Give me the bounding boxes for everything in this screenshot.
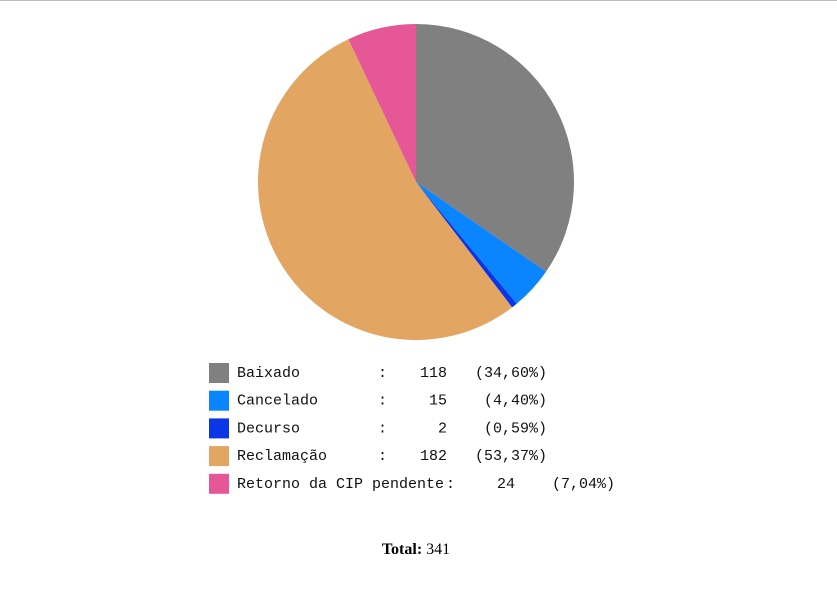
legend-percent: (7,04%) <box>552 476 615 493</box>
legend-swatch <box>209 446 229 467</box>
legend-separator: : <box>378 365 387 382</box>
legend-separator: : <box>446 476 455 493</box>
legend-label: Retorno da CIP pendente <box>237 476 444 493</box>
pie-slice <box>416 182 547 304</box>
legend-swatch <box>209 363 229 383</box>
total-label: Total: <box>382 541 422 558</box>
total: Total: 341 <box>382 541 450 558</box>
legend-percent: (34,60%) <box>475 365 547 382</box>
legend-percent: (0,59%) <box>484 420 547 437</box>
legend-separator: : <box>378 393 387 410</box>
legend-separator: : <box>378 448 387 465</box>
pie-slice <box>416 182 517 308</box>
legend-value: 118 <box>420 365 447 382</box>
pie-slice <box>258 39 513 340</box>
legend-swatch <box>209 418 229 439</box>
legend-label: Reclamação <box>237 448 327 465</box>
legend-percent: (4,40%) <box>484 393 547 410</box>
legend-value: 24 <box>497 476 515 493</box>
legend-swatch <box>209 390 229 411</box>
legend-label: Decurso <box>237 420 300 437</box>
pie-slice <box>416 24 575 272</box>
total-value: 341 <box>426 541 450 558</box>
legend-separator: : <box>378 420 387 437</box>
legend-value: 15 <box>429 393 447 410</box>
legend-value: 2 <box>438 420 447 437</box>
legend-label: Cancelado <box>237 393 318 410</box>
legend-percent: (53,37%) <box>475 448 547 465</box>
legend-swatch <box>209 473 229 494</box>
legend-value: 182 <box>420 448 447 465</box>
legend-label: Baixado <box>237 365 300 382</box>
pie-slice <box>348 24 416 182</box>
